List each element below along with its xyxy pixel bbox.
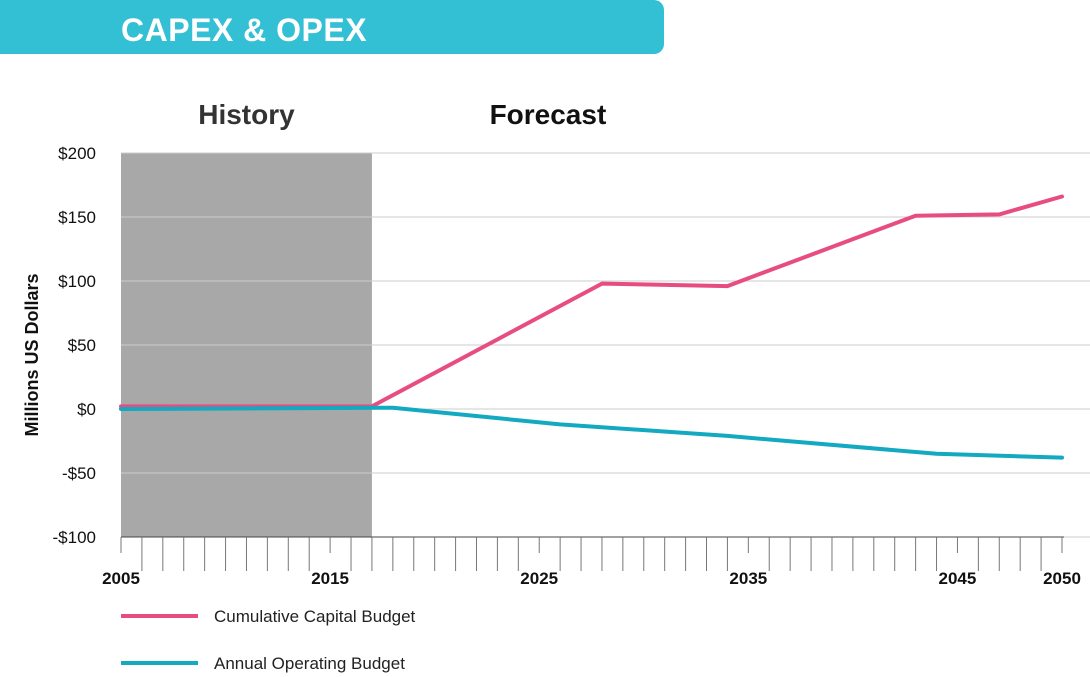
x-tick-label: 2005 — [102, 569, 140, 588]
y-tick-label: $200 — [58, 144, 96, 163]
forecast-region-label: Forecast — [490, 99, 607, 130]
x-tick-label: 2035 — [729, 569, 767, 588]
legend-label: Annual Operating Budget — [214, 654, 405, 673]
y-tick-label: $150 — [58, 208, 96, 227]
x-axis: 2005 2015 2025 2035 2045 2050 — [102, 536, 1081, 588]
series-layer — [119, 194, 1064, 460]
y-tick-label: $100 — [58, 272, 96, 291]
y-axis-title: Millions US Dollars — [22, 273, 42, 436]
y-tick-label: -$100 — [53, 528, 96, 547]
history-region-label: History — [198, 99, 295, 130]
y-tick-label: -$50 — [62, 464, 96, 483]
y-tick-labels: $200 $150 $100 $50 $0 -$50 -$100 — [53, 144, 96, 547]
x-tick-label: 2015 — [311, 569, 349, 588]
y-tick-label: $50 — [68, 336, 96, 355]
x-tick-label: 2045 — [939, 569, 977, 588]
page-title: CAPEX & OPEX — [121, 12, 368, 48]
x-tick-label: 2025 — [520, 569, 558, 588]
legend: Cumulative Capital Budget Annual Operatin… — [121, 607, 416, 673]
y-tick-label: $0 — [77, 400, 96, 419]
x-tick-label: 2050 — [1043, 569, 1081, 588]
series-line-operating — [119, 405, 1064, 460]
title-banner: CAPEX & OPEX — [0, 0, 664, 54]
legend-label: Cumulative Capital Budget — [214, 607, 416, 626]
